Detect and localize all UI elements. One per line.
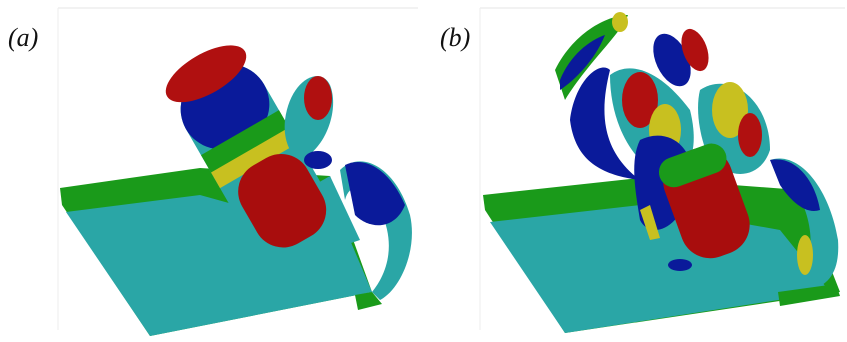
panel-label: (a)	[8, 23, 38, 52]
vortex	[304, 151, 332, 169]
vortex	[668, 259, 692, 271]
vortex	[738, 113, 762, 157]
panel-a: (a)	[8, 8, 418, 336]
vortex	[797, 235, 813, 275]
panel-b: (b)	[440, 8, 845, 333]
vortex	[304, 76, 332, 120]
vortex	[612, 12, 628, 32]
panel-label: (b)	[440, 23, 470, 52]
vortex	[345, 162, 405, 225]
figure: (a) (b)	[0, 0, 847, 337]
